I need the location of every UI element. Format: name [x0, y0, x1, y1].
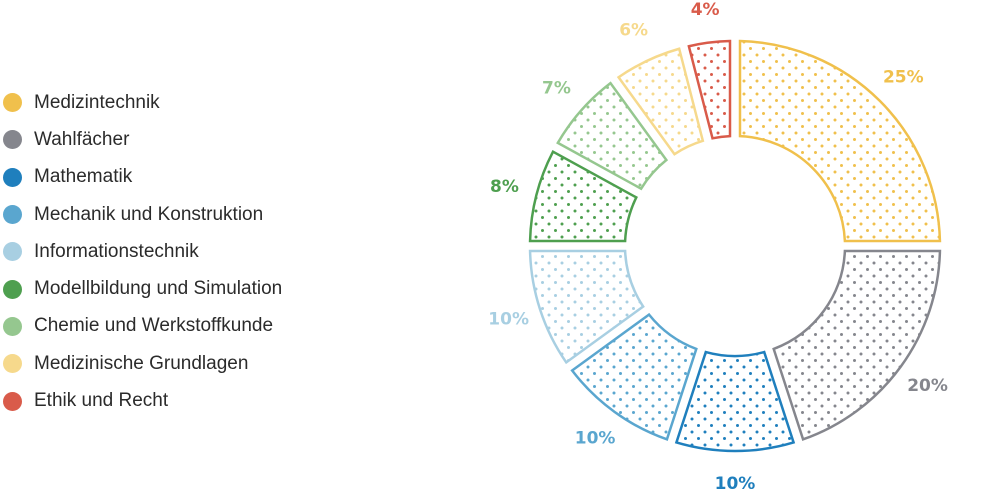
legend-item-informationstechnik: Informationstechnik [0, 233, 380, 270]
donut-slice-6 [528, 149, 638, 243]
legend-swatch [3, 205, 22, 225]
donut-slice-2 [772, 249, 942, 441]
legend-label: Medizinische Grundlagen [34, 352, 249, 374]
legend-label: Informationstechnik [34, 240, 199, 262]
slice-value-labels: 25% 20% 10% 10% 10% 8% 7% 6% 4% [488, 0, 948, 494]
legend-label: Medizintechnik [34, 91, 160, 113]
donut-slice-8 [616, 47, 705, 156]
donut-slice-5 [528, 249, 645, 365]
slice-value-label: 10% [488, 310, 529, 330]
legend-swatch [3, 167, 22, 187]
donut-slices [528, 39, 942, 453]
legend-item-medizinische-grundlagen: Medizinische Grundlagen [0, 345, 380, 382]
donut-slice-7 [556, 81, 669, 191]
legend-item-wahlfaecher: Wahlfächer [0, 121, 380, 158]
legend-swatch [3, 93, 22, 113]
slice-value-label: 6% [619, 21, 648, 41]
chart-legend: Medizintechnik Wahlfächer Mathematik Mec… [0, 84, 380, 420]
legend-swatch [3, 391, 22, 411]
legend-label: Chemie und Werkstoffkunde [34, 315, 274, 337]
legend-swatch [3, 354, 22, 374]
donut-slice-4 [570, 312, 698, 441]
slice-value-label: 4% [691, 0, 720, 20]
legend-swatch [3, 279, 22, 299]
slice-value-label: 7% [542, 79, 571, 99]
slice-value-label: 10% [715, 474, 756, 494]
legend-label: Wahlfächer [34, 128, 130, 150]
legend-item-medizintechnik: Medizintechnik [0, 84, 380, 121]
legend-item-ethik: Ethik und Recht [0, 382, 380, 419]
legend-item-mathematik: Mathematik [0, 159, 380, 196]
slice-value-label: 25% [883, 68, 924, 88]
legend-item-mechanik: Mechanik und Konstruktion [0, 196, 380, 233]
legend-swatch [3, 130, 22, 150]
donut-slice-9 [687, 39, 732, 140]
donut-slice-3 [674, 350, 796, 453]
slice-value-label: 8% [490, 177, 519, 197]
slice-value-label: 10% [575, 429, 616, 449]
legend-swatch [3, 242, 22, 262]
legend-label: Modellbildung und Simulation [34, 278, 283, 300]
legend-label: Mathematik [34, 166, 133, 188]
legend-label: Mechanik und Konstruktion [34, 203, 264, 225]
donut-slice-1 [738, 39, 942, 243]
legend-swatch [3, 316, 22, 336]
slice-value-label: 20% [907, 376, 948, 396]
legend-item-modellbildung: Modellbildung und Simulation [0, 270, 380, 307]
legend-item-chemie: Chemie und Werkstoffkunde [0, 308, 380, 345]
legend-label: Ethik und Recht [34, 390, 169, 412]
